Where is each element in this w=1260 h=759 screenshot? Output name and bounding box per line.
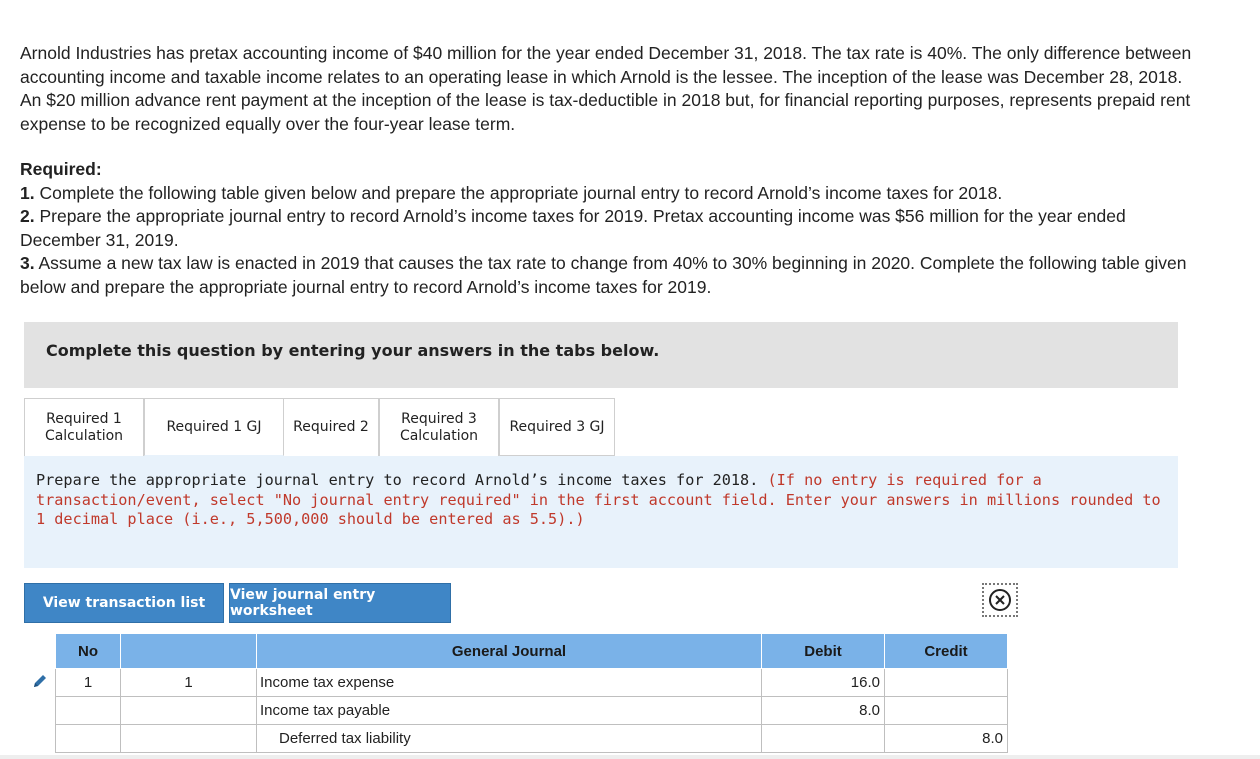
required-item-text: Prepare the appropriate journal entry to… [20, 206, 1126, 250]
credit-cell [884, 668, 1008, 697]
date-cell: 1 [120, 668, 257, 697]
instruction-bar: Complete this question by entering your … [24, 322, 1178, 388]
debit-column-header: Debit [761, 633, 885, 669]
credit-cell [884, 696, 1008, 725]
tab-required-3-gj[interactable]: Required 3 GJ [499, 398, 615, 456]
required-item-text: Assume a new tax law is enacted in 2019 … [20, 253, 1187, 297]
instruction-text: Complete this question by entering your … [46, 341, 660, 360]
account-cell: Income tax expense [256, 668, 762, 697]
required-item-number: 1. [20, 182, 35, 203]
credit-cell: 8.0 [884, 724, 1008, 753]
panel-note: (If no entry is required for a transacti… [36, 471, 1161, 528]
tab-required-1-calculation[interactable]: Required 1 Calculation [24, 398, 144, 456]
entry-number-cell [55, 724, 121, 753]
edit-cell [24, 696, 56, 725]
required-item-number: 3. [20, 253, 35, 273]
entry-number-cell: 1 [55, 668, 121, 697]
date-cell [120, 724, 257, 753]
account-cell: Deferred tax liability [256, 724, 762, 753]
no-column-header: No [55, 633, 121, 669]
instruction-panel: Prepare the appropriate journal entry to… [24, 456, 1178, 568]
pencil-icon[interactable] [31, 672, 49, 690]
required-item-1: 1. Complete the following table given be… [20, 182, 1200, 206]
debit-cell: 16.0 [761, 668, 885, 697]
debit-cell: 8.0 [761, 696, 885, 725]
problem-intro: Arnold Industries has pretax accounting … [20, 43, 1192, 134]
required-section: Required: 1. Complete the following tabl… [20, 158, 1200, 299]
required-item-text: Complete the following table given below… [34, 182, 1003, 203]
close-button[interactable] [982, 583, 1018, 617]
bottom-divider [0, 755, 1260, 759]
table-row: Income tax payable 8.0 [24, 696, 1008, 725]
credit-column-header: Credit [884, 633, 1008, 669]
date-cell [120, 696, 257, 725]
table-row: Deferred tax liability 8.0 [24, 724, 1008, 753]
general-journal-table: No General Journal Debit Credit 1 1 Inco… [24, 633, 1008, 753]
view-journal-entry-worksheet-button[interactable]: View journal entry worksheet [229, 583, 451, 623]
panel-text: Prepare the appropriate journal entry to… [36, 471, 759, 489]
required-title: Required: [20, 159, 102, 179]
entry-number-cell [55, 696, 121, 725]
edit-cell [24, 724, 56, 753]
close-circle-icon [989, 589, 1011, 611]
edit-cell[interactable] [24, 668, 56, 697]
required-item-number: 2. [20, 206, 35, 226]
tab-required-3-calculation[interactable]: Required 3 Calculation [379, 398, 499, 456]
general-journal-column-header: General Journal [256, 633, 762, 669]
edit-column-header [24, 633, 56, 669]
table-header-row: No General Journal Debit Credit [24, 633, 1008, 669]
instruction-paragraph: Prepare the appropriate journal entry to… [36, 471, 1171, 530]
required-item-3: 3. Assume a new tax law is enacted in 20… [20, 252, 1200, 299]
table-row: 1 1 Income tax expense 16.0 [24, 668, 1008, 697]
view-transaction-list-button[interactable]: View transaction list [24, 583, 224, 623]
tab-required-1-gj[interactable]: Required 1 GJ [144, 398, 284, 456]
debit-cell [761, 724, 885, 753]
tab-required-2[interactable]: Required 2 [284, 398, 379, 456]
date-column-header [120, 633, 257, 669]
required-item-2: 2. Prepare the appropriate journal entry… [20, 205, 1200, 252]
account-cell: Income tax payable [256, 696, 762, 725]
